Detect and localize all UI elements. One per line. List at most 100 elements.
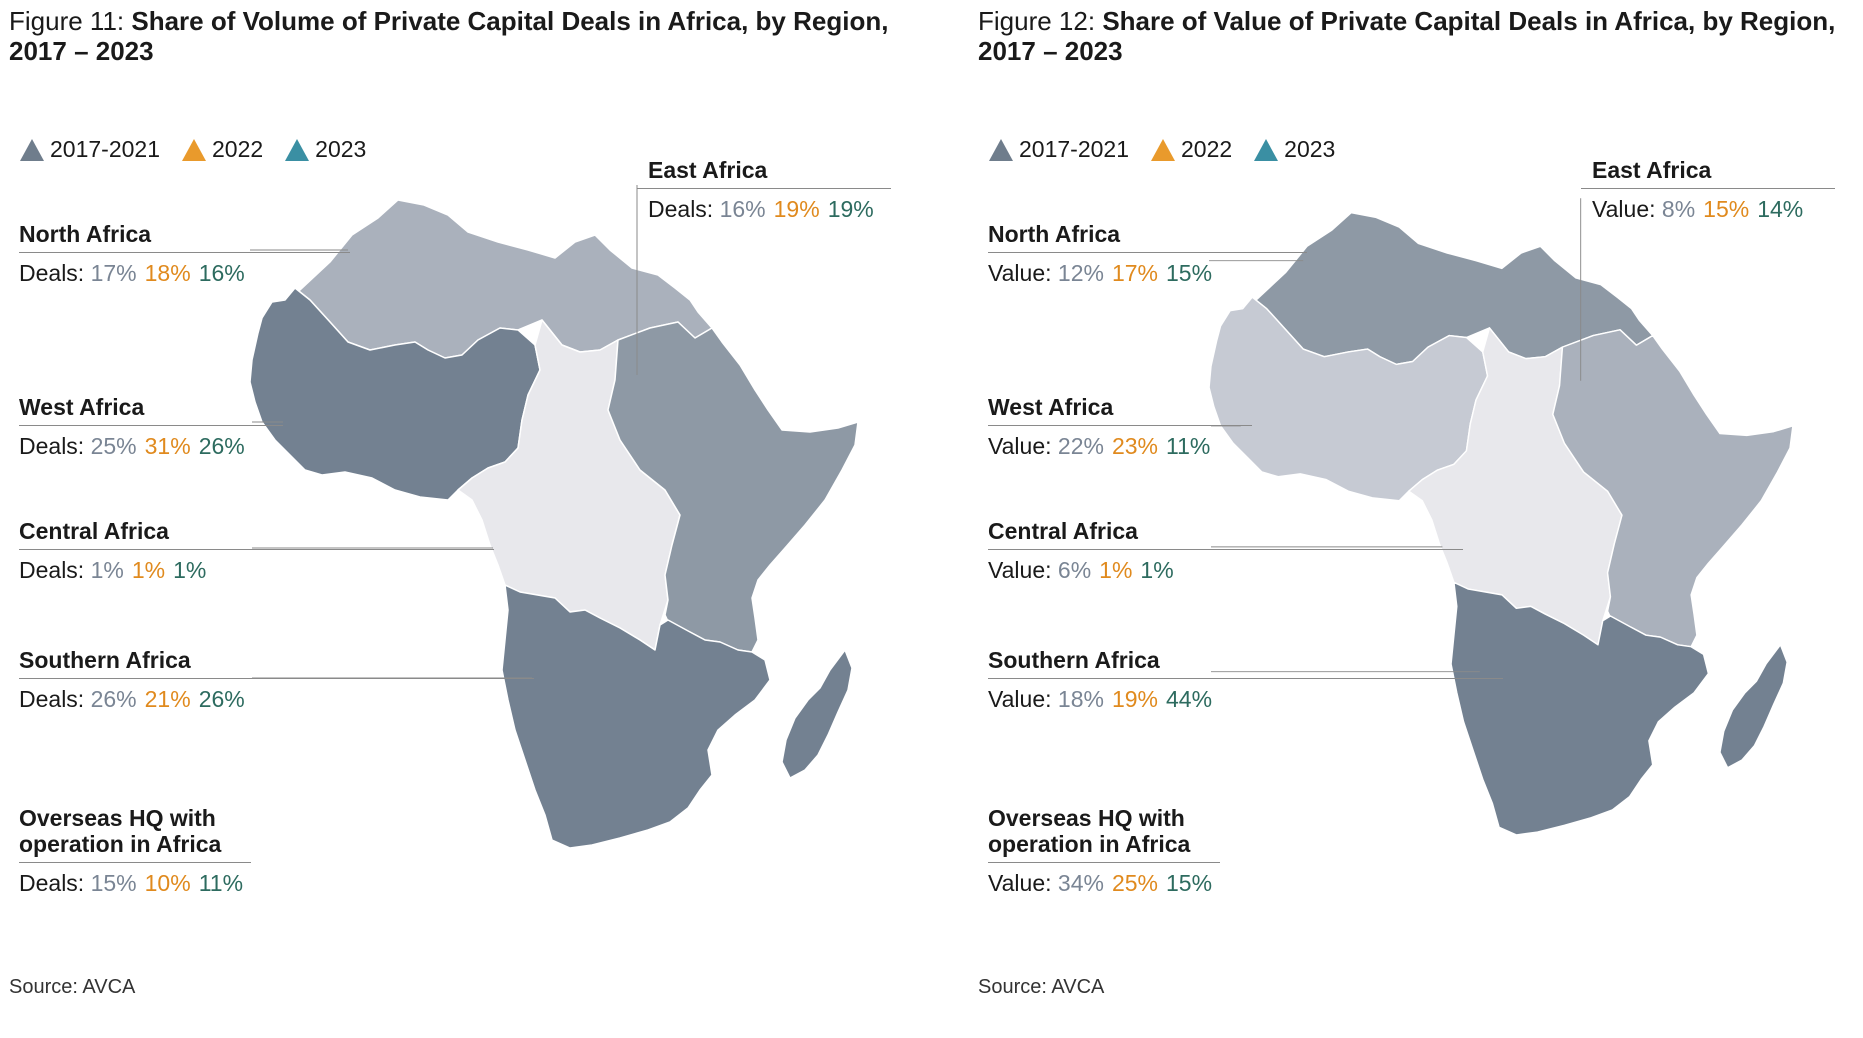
divider [1581,188,1835,189]
divider [19,425,283,426]
legend-item-2023: 2023 [285,136,366,163]
triangle-icon [1254,138,1279,161]
region-name: West Africa [988,394,1114,420]
region-name: North Africa [19,221,152,247]
label-north-africa: North Africa Value: 12% 17% 15% [988,221,1307,286]
region-values: Deals: 1% 1% 1% [19,557,494,583]
divider [988,252,1307,253]
value-2017-2021: 6% [1057,557,1092,583]
region-values: Value: 34% 25% 15% [988,870,1220,896]
region-name: Central Africa [988,518,1138,544]
value-2023: 19% [827,196,874,222]
legend-label: 2022 [1181,136,1233,162]
triangle-icon [1151,138,1175,161]
value-2023: 16% [198,260,245,286]
region-name: Southern Africa [19,647,191,673]
legend-label: 2022 [212,136,264,162]
region-name: Central Africa [19,518,169,544]
region-name: Overseas HQ with operation in Africa [988,805,1191,857]
divider [988,678,1503,679]
value-2023: 1% [1140,557,1174,583]
source-note: Source: AVCA [9,976,136,998]
legend-label: 2023 [1284,136,1336,162]
value-2023: 15% [1166,260,1213,286]
label-north-africa: North Africa Deals: 17% 18% 16% [19,221,350,286]
value-2017-2021: 25% [90,433,137,459]
divider [19,678,534,679]
value-2022: 31% [144,433,191,459]
legend-item-2022: 2022 [1151,136,1232,163]
region-name: East Africa [648,157,768,183]
value-2017-2021: 34% [1057,870,1104,896]
divider [988,425,1252,426]
region-values: Deals: 16% 19% 19% [648,196,891,222]
metric-label: Value: [988,557,1052,583]
legend-label: 2017-2021 [50,136,160,162]
region-values: Value: 6% 1% 1% [988,557,1463,583]
legend: 2017-2021 2022 2023 [989,136,1335,163]
label-overseas-hq: Overseas HQ with operation in Africa Val… [988,805,1220,896]
legend-label: 2023 [315,136,367,162]
triangle-icon [182,138,206,161]
value-2022: 18% [144,260,191,286]
value-2022: 21% [144,686,191,712]
metric-label: Value: [988,260,1052,286]
value-2023: 14% [1757,196,1804,222]
source-note: Source: AVCA [978,976,1105,998]
value-2022: 15% [1703,196,1750,222]
region-madagascar [1719,644,1788,769]
label-west-africa: West Africa Deals: 25% 31% 26% [19,394,283,459]
value-2022: 25% [1111,870,1158,896]
label-overseas-hq: Overseas HQ with operation in Africa Dea… [19,805,251,896]
divider [988,549,1463,550]
metric-label: Deals: [648,196,714,222]
divider [19,862,251,863]
value-2017-2021: 22% [1057,433,1104,459]
value-2022: 10% [144,870,191,896]
divider [637,188,891,189]
value-2023: 44% [1166,686,1213,712]
triangle-icon [285,138,310,161]
label-central-africa: Central Africa Deals: 1% 1% 1% [19,518,494,583]
value-2017-2021: 17% [90,260,137,286]
metric-label: Value: [1592,196,1656,222]
region-name: Southern Africa [988,647,1160,673]
label-east-africa: East Africa Deals: 16% 19% 19% [637,157,891,222]
region-values: Value: 8% 15% 14% [1592,196,1835,222]
region-southern-africa [1450,581,1710,836]
region-madagascar [781,649,853,779]
legend: 2017-2021 2022 2023 [20,136,366,163]
region-name: West Africa [19,394,145,420]
triangle-icon [20,138,44,161]
divider [988,862,1220,863]
metric-label: Deals: [19,557,85,583]
label-west-africa: West Africa Value: 22% 23% 11% [988,394,1252,459]
region-east-africa [1552,329,1794,648]
value-2022: 1% [1099,557,1133,583]
region-values: Deals: 15% 10% 11% [19,870,251,896]
legend-label: 2017-2021 [1019,136,1129,162]
value-2022: 1% [131,557,166,583]
label-central-africa: Central Africa Value: 6% 1% 1% [988,518,1463,583]
divider [19,252,350,253]
region-values: Deals: 26% 21% 26% [19,686,534,712]
figure-title: Figure 12: Share of Value of Private Cap… [978,6,1863,66]
label-southern-africa: Southern Africa Deals: 26% 21% 26% [19,647,534,712]
metric-label: Value: [988,870,1052,896]
value-2017-2021: 18% [1057,686,1104,712]
value-2017-2021: 26% [90,686,137,712]
figure-11-panel: Figure 11: Share of Volume of Private Ca… [0,0,931,1038]
value-2022: 19% [773,196,820,222]
region-values: Value: 12% 17% 15% [988,260,1307,286]
value-2017-2021: 15% [90,870,137,896]
figure-title-text: Share of Value of Private Capital Deals … [978,6,1836,66]
metric-label: Deals: [19,433,85,459]
value-2023: 11% [1166,433,1211,459]
region-values: Deals: 25% 31% 26% [19,433,283,459]
figure-title-text: Share of Volume of Private Capital Deals… [9,6,889,66]
figure-12-panel: Figure 12: Share of Value of Private Cap… [969,0,1863,1038]
value-2017-2021: 12% [1057,260,1104,286]
value-2023: 1% [173,557,207,583]
legend-item-2023: 2023 [1254,136,1335,163]
africa-map [249,185,859,849]
